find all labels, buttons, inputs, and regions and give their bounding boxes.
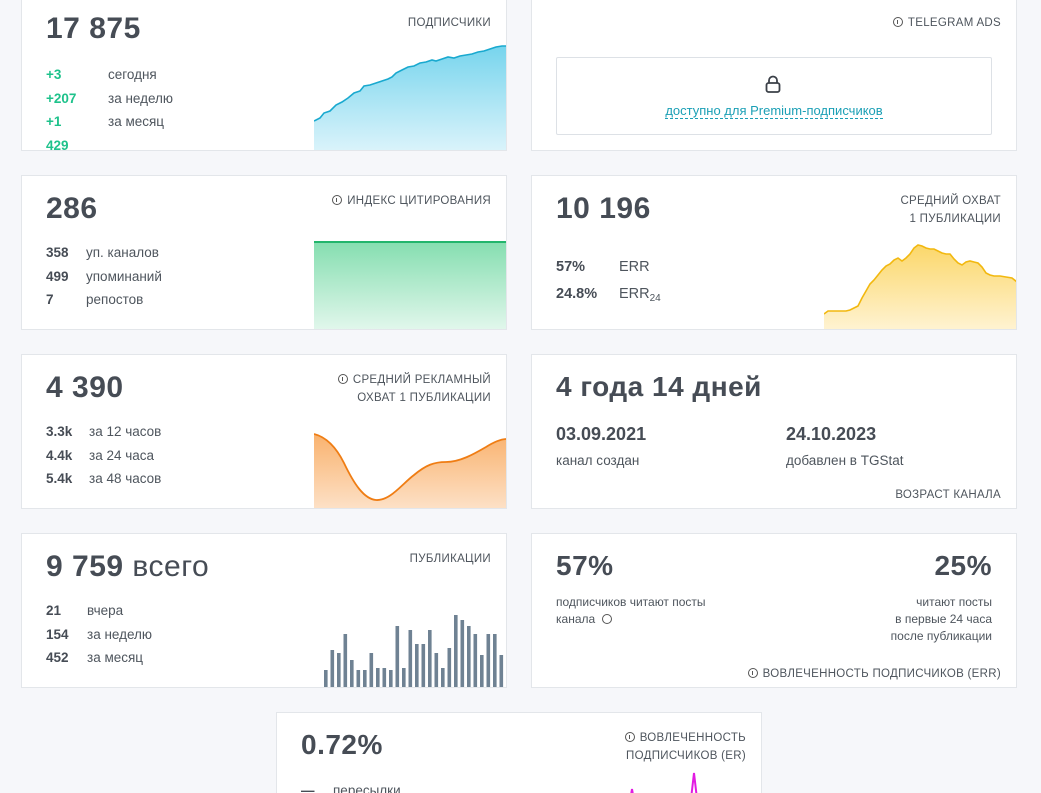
posts-bar: [350, 660, 354, 687]
help-icon[interactable]: [892, 17, 903, 27]
engagement-right-value: 25%: [934, 550, 992, 581]
reach-stats: 57% ERR 24.8% ERR24: [556, 259, 661, 304]
er-card[interactable]: 0.72% вовлеченность подписчиков (er) — пе…: [276, 712, 762, 793]
ad-reach-sparkline: [314, 433, 506, 508]
ad-reach-caption: средний рекламный охват 1 публикации: [337, 371, 491, 407]
posts-bar: [415, 644, 419, 687]
posts-card[interactable]: 9 759 всего публикации 21 вчера 154 за нед…: [21, 533, 507, 688]
subscribers-stats: +3 сегодня +207 за неделю +1 429 за месяц: [46, 67, 174, 151]
posts-bar: [330, 650, 335, 687]
posts-bar: [434, 653, 439, 687]
posts-caption: публикации: [409, 553, 491, 565]
subscribers-caption: подписчики: [407, 17, 491, 29]
help-icon[interactable]: [332, 195, 343, 205]
posts-bar: [428, 630, 432, 687]
posts-bar: [447, 648, 452, 687]
posts-bar: [369, 653, 374, 687]
posts-bar: [486, 634, 491, 687]
created-date: 03.09.2021: [556, 424, 647, 444]
premium-lock-box[interactable]: доступно для Premium-подписчиков: [556, 57, 992, 135]
posts-bar: [467, 626, 471, 687]
help-icon[interactable]: [337, 374, 348, 384]
reach-sparkline: [824, 244, 1016, 329]
help-icon[interactable]: [601, 614, 612, 624]
citation-caption: индекс цитирования: [332, 192, 491, 210]
posts-bar: [473, 634, 478, 687]
posts-stats: 21 вчера 154 за неделю 452 за месяц: [46, 603, 153, 665]
reach-total: 10 196: [556, 192, 651, 225]
posts-bar: [441, 668, 445, 687]
posts-bar: [454, 615, 458, 687]
engagement-caption: вовлеченность подписчиков (err): [747, 665, 1001, 683]
posts-bar: [389, 670, 393, 687]
citation-sparkline: [314, 241, 506, 329]
engagement-left-text: подписчиков читают посты канала: [556, 595, 706, 626]
subscribers-total: 17 875: [46, 12, 141, 45]
er-total: 0.72%: [301, 729, 383, 760]
subscribers-sparkline: [314, 45, 506, 150]
ad-reach-stats: 3.3k за 12 часов 4.4k за 24 часа 5.4k за 48…: [46, 424, 162, 486]
posts-bar: [402, 668, 406, 687]
subscribers-card[interactable]: 17 875 подписчики +3 сегодня +207 за недел…: [21, 0, 507, 151]
posts-bar: [382, 668, 387, 687]
age-total: 4 года 14 дней: [556, 371, 762, 402]
citation-card[interactable]: 286 индекс цитирования 358 уп. каналов 49…: [21, 175, 507, 330]
created-label: канал создан: [556, 453, 640, 468]
er-caption: вовлеченность подписчиков (er): [624, 732, 746, 762]
citation-total: 286: [46, 192, 98, 225]
added-label: добавлен в TGStat: [786, 453, 904, 468]
posts-bar: [395, 626, 400, 687]
age-caption: возраст канала: [895, 489, 1001, 501]
lock-icon: [765, 75, 781, 93]
engagement-left-value: 57%: [556, 550, 614, 581]
telegram-ads-card[interactable]: telegram ads доступно для Premium-подпис…: [531, 0, 1017, 151]
reach-card[interactable]: 10 196 средний охват 1 публикации 57% ERR…: [531, 175, 1017, 330]
ad-reach-total: 4 390: [46, 371, 124, 404]
posts-bar-chart: [324, 615, 504, 687]
engagement-right-text: читают посты в первые 24 часа после публ…: [890, 595, 992, 643]
posts-bar: [343, 634, 348, 687]
engagement-card[interactable]: 57% подписчиков читают посты канала 25% …: [531, 533, 1017, 688]
added-date: 24.10.2023: [786, 424, 877, 444]
posts-bar: [363, 670, 367, 687]
posts-bar: [460, 620, 465, 687]
channel-age-card[interactable]: 4 года 14 дней 03.09.2021 канал создан 2…: [531, 354, 1017, 509]
er-sparkline: [630, 772, 698, 793]
help-icon[interactable]: [624, 732, 635, 742]
posts-bar: [499, 655, 504, 687]
er-stats: — пересылки: [301, 783, 401, 793]
posts-bar: [324, 670, 328, 687]
posts-bar: [480, 655, 484, 687]
posts-total: 9 759 всего: [46, 550, 210, 583]
posts-bar: [408, 630, 413, 687]
help-icon[interactable]: [747, 668, 758, 678]
posts-bar: [337, 653, 341, 687]
posts-bar: [493, 634, 497, 687]
ad-reach-card[interactable]: 4 390 средний рекламный охват 1 публикац…: [21, 354, 507, 509]
posts-bar: [376, 668, 380, 687]
posts-bar: [356, 670, 361, 687]
posts-bar: [421, 644, 426, 687]
reach-caption: средний охват 1 публикации: [900, 195, 1001, 225]
citation-stats: 358 уп. каналов 499 упоминаний 7 репостов: [46, 245, 162, 307]
telegram-ads-caption: telegram ads: [892, 14, 1001, 32]
premium-link[interactable]: доступно для Premium-подписчиков: [665, 103, 883, 119]
